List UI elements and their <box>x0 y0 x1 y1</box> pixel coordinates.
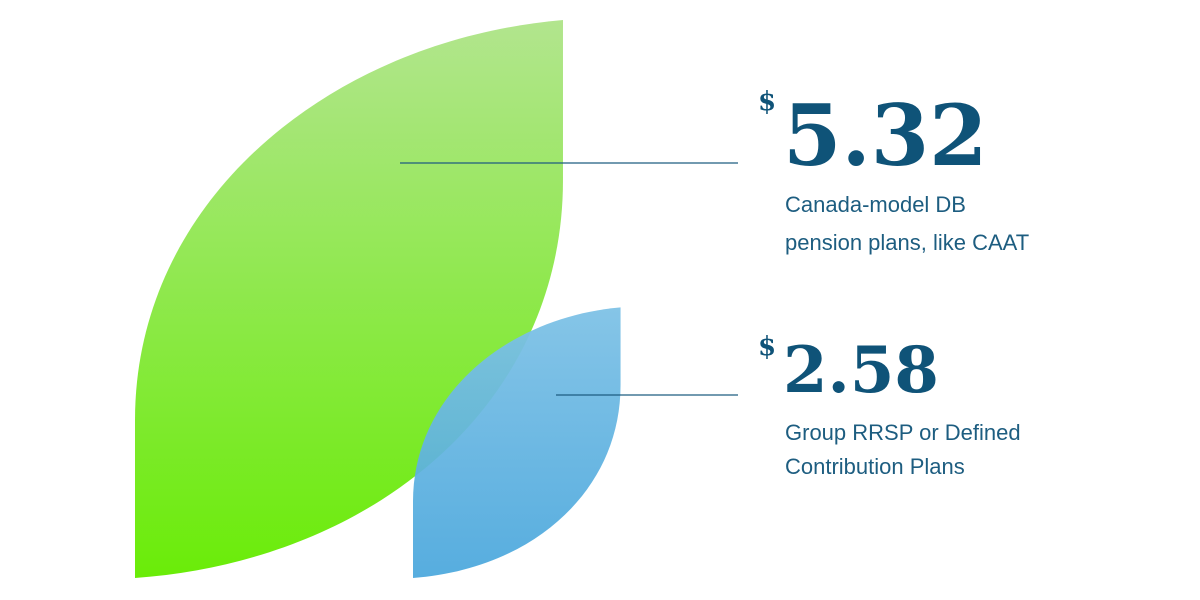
amount: 2.58 <box>783 333 939 408</box>
description: Canada-model DB <box>785 192 966 217</box>
leaf <box>413 307 621 578</box>
amount: 5.32 <box>783 86 988 185</box>
description: Group RRSP or Defined <box>785 420 1021 445</box>
description: Contribution Plans <box>785 454 965 479</box>
currency-symbol: $ <box>758 87 776 117</box>
description: pension plans, like CAAT <box>785 230 1029 255</box>
currency-symbol: $ <box>758 332 776 362</box>
